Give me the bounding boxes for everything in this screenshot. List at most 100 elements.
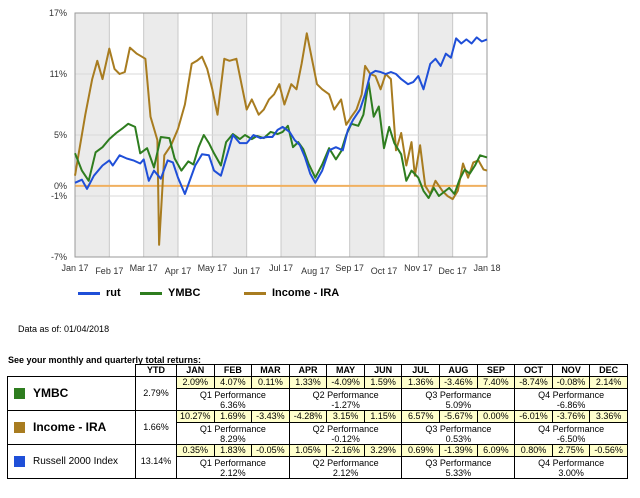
series-line-ymbc: [74, 81, 488, 199]
ytd-value: 2.79%: [135, 376, 177, 411]
y-tick-label: 0%: [54, 181, 67, 191]
legend-item-ymbc: YMBC: [140, 287, 200, 299]
header-month: SEP: [476, 364, 516, 377]
quarter-value: 5.33%: [445, 467, 472, 478]
monthly-return: 1.69%: [213, 410, 253, 423]
monthly-return: 10.27%: [176, 410, 215, 423]
table-row-quarterly: Q1 Performance 2.12% Q2 Performance 2.12% Q3…: [8, 456, 628, 479]
quarter-value: 8.29%: [220, 433, 246, 444]
legend-item-rut: rut: [78, 287, 121, 299]
x-tick-label: May 17: [198, 263, 228, 273]
monthly-return: 7.40%: [476, 376, 516, 389]
quarterly-performance: Q1 Performance 8.29%: [176, 422, 290, 445]
plot-frame: [74, 12, 488, 258]
x-tick-label: Aug 17: [301, 266, 330, 276]
monthly-return: 6.09%: [476, 444, 516, 457]
returns-table: YTD JAN FEB MAR APR MAY JUN JUL AUG SEP …: [7, 364, 628, 479]
monthly-return: 1.36%: [401, 376, 441, 389]
header-month: APR: [288, 364, 328, 377]
quarter-label: Q4 Performance: [538, 389, 605, 400]
fund-name: Russell 2000 Index: [33, 456, 119, 467]
monthly-return: 3.15%: [326, 410, 365, 423]
header-month: DEC: [589, 364, 628, 377]
monthly-return: -4.28%: [288, 410, 328, 423]
monthly-return: 0.11%: [251, 376, 290, 389]
quarter-value: 2.12%: [332, 467, 359, 478]
x-tick-label: Oct 17: [371, 266, 398, 276]
monthly-return: 6.57%: [401, 410, 441, 423]
x-tick-label: Mar 17: [130, 263, 158, 273]
x-tick-label: Jan 18: [473, 263, 500, 273]
quarter-value: -6.86%: [556, 399, 586, 410]
header-month: OCT: [514, 364, 553, 377]
fund-label: Russell 2000 Index: [14, 456, 135, 467]
y-axis-tick-labels: 17% 11% 5% 0%-1% -7%: [49, 8, 67, 262]
chart-legend: rut YMBC Income - IRA: [78, 287, 478, 307]
header-month: JUN: [363, 364, 403, 377]
header-month: MAR: [251, 364, 290, 377]
x-tick-label: Sep 17: [335, 263, 364, 273]
quarterly-performance: Q3 Performance 0.53%: [401, 422, 516, 445]
series-line-rut: [74, 36, 488, 195]
quarter-label: Q2 Performance: [312, 423, 379, 434]
quarter-label: Q3 Performance: [425, 389, 492, 400]
fund-name: YMBC: [33, 386, 69, 400]
quarter-label: Q2 Performance: [312, 457, 379, 468]
legend-label-ymbc: YMBC: [168, 287, 201, 299]
legend-swatch-ira: [244, 291, 266, 295]
table-row-quarterly: Q1 Performance 6.36% Q2 Performance -1.27% Q…: [8, 388, 628, 411]
monthly-return: 0.35%: [176, 444, 215, 457]
returns-table-body: YMBC 2.79% 2.09% 4.07% 0.11% 1.33% -4.09% 1.59%…: [7, 376, 628, 479]
monthly-return: -0.08%: [551, 376, 591, 389]
monthly-return: 0.80%: [514, 444, 553, 457]
table-title: See your monthly and quarterly total ret…: [8, 355, 202, 365]
monthly-return: 4.07%: [213, 376, 253, 389]
quarterly-performance: Q3 Performance 5.33%: [401, 456, 516, 479]
monthly-return: 3.36%: [589, 410, 628, 423]
fund-name-cell: Income - IRA: [7, 410, 136, 445]
monthly-return: 1.33%: [288, 376, 328, 389]
header-month: JAN: [176, 364, 215, 377]
quarter-value: 0.53%: [445, 433, 472, 444]
monthly-return: 1.15%: [363, 410, 403, 423]
quarterly-performance: Q4 Performance -6.50%: [514, 422, 628, 445]
quarter-value: 3.00%: [558, 467, 584, 478]
header-month: NOV: [551, 364, 591, 377]
quarter-value: 6.36%: [220, 399, 246, 410]
monthly-return: 2.75%: [551, 444, 591, 457]
quarter-label: Q1 Performance: [199, 389, 266, 400]
x-tick-label: Jan 17: [61, 263, 88, 273]
header-ytd: YTD: [135, 364, 177, 377]
fund-name-cell: Russell 2000 Index: [7, 444, 136, 479]
quarter-label: Q2 Performance: [312, 389, 379, 400]
y-tick-label: 17%: [49, 8, 67, 18]
quarterly-performance: Q2 Performance -0.12%: [288, 422, 403, 445]
fund-name-cell: YMBC: [7, 376, 136, 411]
legend-label-rut: rut: [106, 287, 121, 299]
x-tick-label: Jun 17: [233, 266, 260, 276]
legend-swatch-ymbc: [140, 291, 162, 295]
quarterly-performance: Q1 Performance 2.12%: [176, 456, 290, 479]
data-as-of: Data as of: 01/04/2018: [18, 324, 110, 334]
monthly-return: -8.74%: [514, 376, 553, 389]
fund-color-swatch: [14, 422, 25, 433]
header-month: MAY: [326, 364, 365, 377]
quarter-label: Q1 Performance: [199, 423, 266, 434]
x-tick-label: Dec 17: [438, 266, 467, 276]
monthly-return: -4.09%: [326, 376, 365, 389]
legend-label-ira: Income - IRA: [272, 287, 340, 299]
quarter-label: Q1 Performance: [199, 457, 266, 468]
header-blank: [7, 364, 136, 377]
quarter-label: Q4 Performance: [538, 457, 605, 468]
returns-line-chart: 17% 11% 5% 0%-1% -7% Jan 17 Feb 17 Mar 17 Apr 1…: [49, 8, 501, 276]
ytd-value: 13.14%: [135, 444, 177, 479]
monthly-return: 2.09%: [176, 376, 215, 389]
monthly-return: 2.14%: [589, 376, 628, 389]
x-tick-label: Nov 17: [404, 263, 433, 273]
y-tick-label: -7%: [51, 252, 67, 262]
monthly-return: -5.67%: [439, 410, 478, 423]
y-tick-label: 5%: [54, 130, 67, 140]
monthly-return: -1.39%: [439, 444, 478, 457]
monthly-return: -3.46%: [439, 376, 478, 389]
x-tick-label: Jul 17: [269, 263, 293, 273]
